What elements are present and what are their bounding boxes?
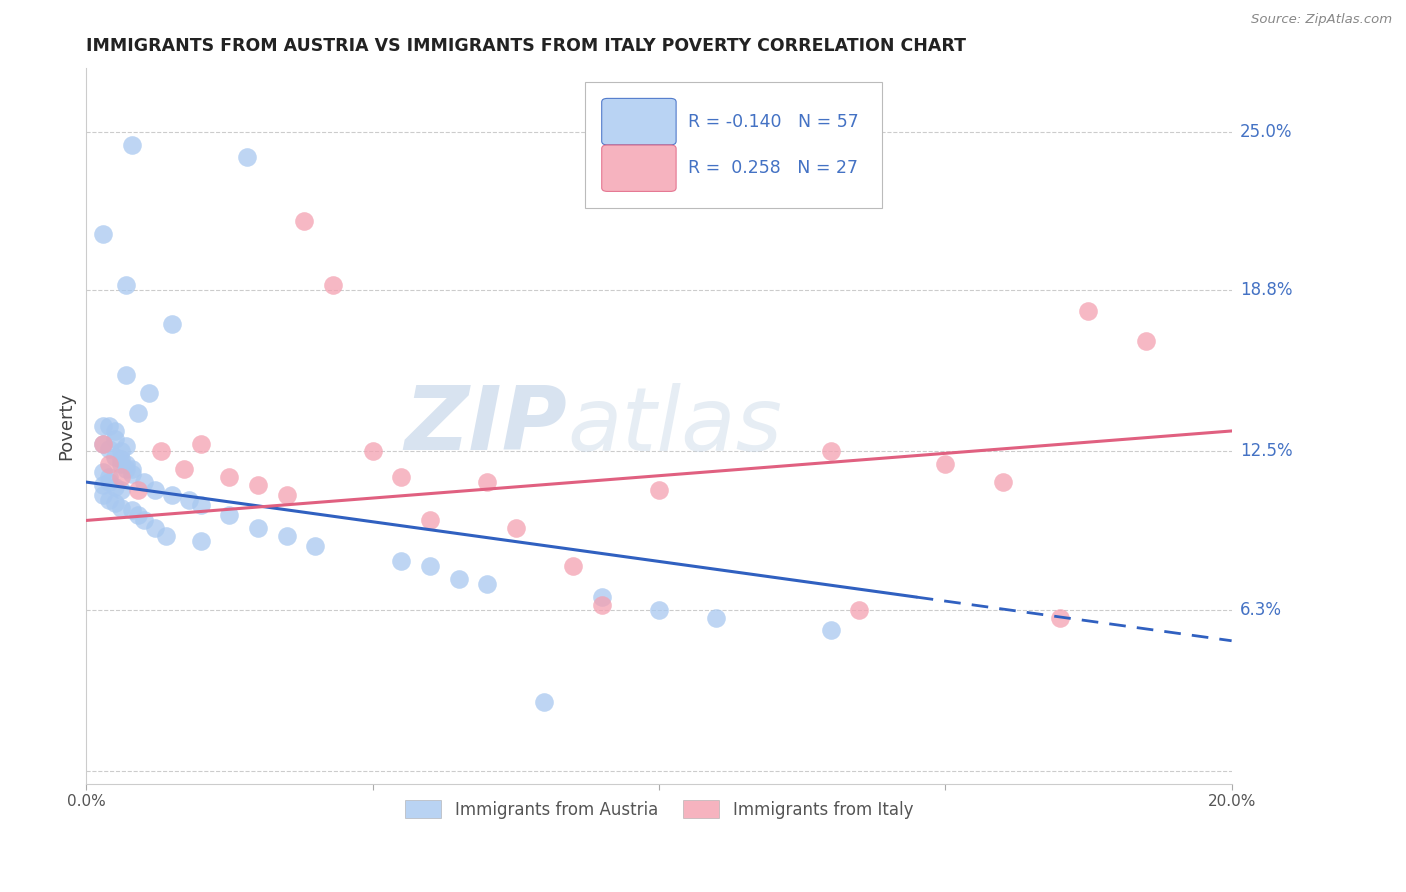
Point: [475, 475, 498, 489]
Point: [127, 483, 149, 497]
Point: [304, 539, 326, 553]
Point: [155, 529, 177, 543]
Text: atlas: atlas: [568, 383, 782, 469]
Point: [121, 503, 143, 517]
Point: [110, 452, 132, 467]
Point: [104, 424, 127, 438]
Text: ZIP: ZIP: [405, 383, 568, 469]
Point: [132, 475, 155, 489]
Point: [98, 457, 121, 471]
Point: [591, 590, 613, 604]
Point: [121, 462, 143, 476]
Point: [98, 475, 121, 489]
FancyBboxPatch shape: [585, 82, 883, 208]
Point: [93, 436, 115, 450]
Point: [110, 500, 132, 515]
Point: [98, 493, 121, 508]
Point: [98, 442, 121, 456]
Point: [127, 406, 149, 420]
Point: [991, 475, 1014, 489]
Point: [115, 439, 138, 453]
Point: [127, 508, 149, 523]
Point: [104, 432, 127, 446]
Point: [190, 436, 212, 450]
Legend: Immigrants from Austria, Immigrants from Italy: Immigrants from Austria, Immigrants from…: [398, 794, 920, 825]
Point: [848, 603, 870, 617]
Point: [110, 444, 132, 458]
Point: [104, 480, 127, 494]
Point: [361, 444, 384, 458]
Point: [115, 462, 138, 476]
Point: [247, 521, 270, 535]
Point: [110, 483, 132, 497]
Point: [160, 317, 183, 331]
Text: Source: ZipAtlas.com: Source: ZipAtlas.com: [1251, 13, 1392, 27]
Point: [160, 488, 183, 502]
Point: [93, 227, 115, 241]
Point: [292, 214, 315, 228]
Point: [93, 418, 115, 433]
FancyBboxPatch shape: [602, 98, 676, 145]
Text: R = -0.140   N = 57: R = -0.140 N = 57: [688, 112, 858, 130]
Point: [110, 457, 132, 471]
Point: [419, 559, 441, 574]
Point: [190, 498, 212, 512]
Point: [149, 444, 172, 458]
Point: [143, 483, 166, 497]
Point: [98, 418, 121, 433]
Point: [322, 278, 344, 293]
Point: [121, 467, 143, 482]
Point: [1049, 610, 1071, 624]
Point: [115, 457, 138, 471]
Point: [93, 488, 115, 502]
Point: [820, 624, 842, 638]
Point: [173, 462, 195, 476]
Point: [648, 603, 671, 617]
Text: 6.3%: 6.3%: [1240, 601, 1282, 619]
Point: [1135, 334, 1157, 349]
Point: [115, 278, 138, 293]
Point: [179, 493, 201, 508]
Point: [505, 521, 527, 535]
Point: [218, 508, 240, 523]
Point: [132, 513, 155, 527]
Point: [115, 368, 138, 382]
Text: 12.5%: 12.5%: [1240, 442, 1292, 460]
Point: [934, 457, 956, 471]
Y-axis label: Poverty: Poverty: [58, 392, 75, 460]
Point: [218, 470, 240, 484]
Point: [820, 444, 842, 458]
Point: [1077, 303, 1099, 318]
Point: [276, 529, 298, 543]
Point: [93, 465, 115, 479]
Point: [591, 598, 613, 612]
Point: [143, 521, 166, 535]
Point: [247, 477, 270, 491]
Point: [562, 559, 585, 574]
Point: [419, 513, 441, 527]
Point: [447, 572, 470, 586]
Point: [104, 495, 127, 509]
Point: [475, 577, 498, 591]
Point: [648, 483, 671, 497]
Point: [138, 385, 160, 400]
Point: [389, 470, 412, 484]
FancyBboxPatch shape: [602, 145, 676, 192]
Text: 25.0%: 25.0%: [1240, 123, 1292, 141]
Point: [121, 137, 143, 152]
Text: 18.8%: 18.8%: [1240, 281, 1292, 300]
Point: [533, 695, 555, 709]
Point: [110, 470, 132, 484]
Text: R =  0.258   N = 27: R = 0.258 N = 27: [688, 159, 858, 178]
Point: [93, 436, 115, 450]
Point: [389, 554, 412, 568]
Point: [235, 150, 257, 164]
Point: [98, 470, 121, 484]
Point: [704, 610, 727, 624]
Text: IMMIGRANTS FROM AUSTRIA VS IMMIGRANTS FROM ITALY POVERTY CORRELATION CHART: IMMIGRANTS FROM AUSTRIA VS IMMIGRANTS FR…: [86, 37, 966, 55]
Point: [276, 488, 298, 502]
Point: [93, 477, 115, 491]
Point: [104, 450, 127, 464]
Point: [190, 533, 212, 548]
